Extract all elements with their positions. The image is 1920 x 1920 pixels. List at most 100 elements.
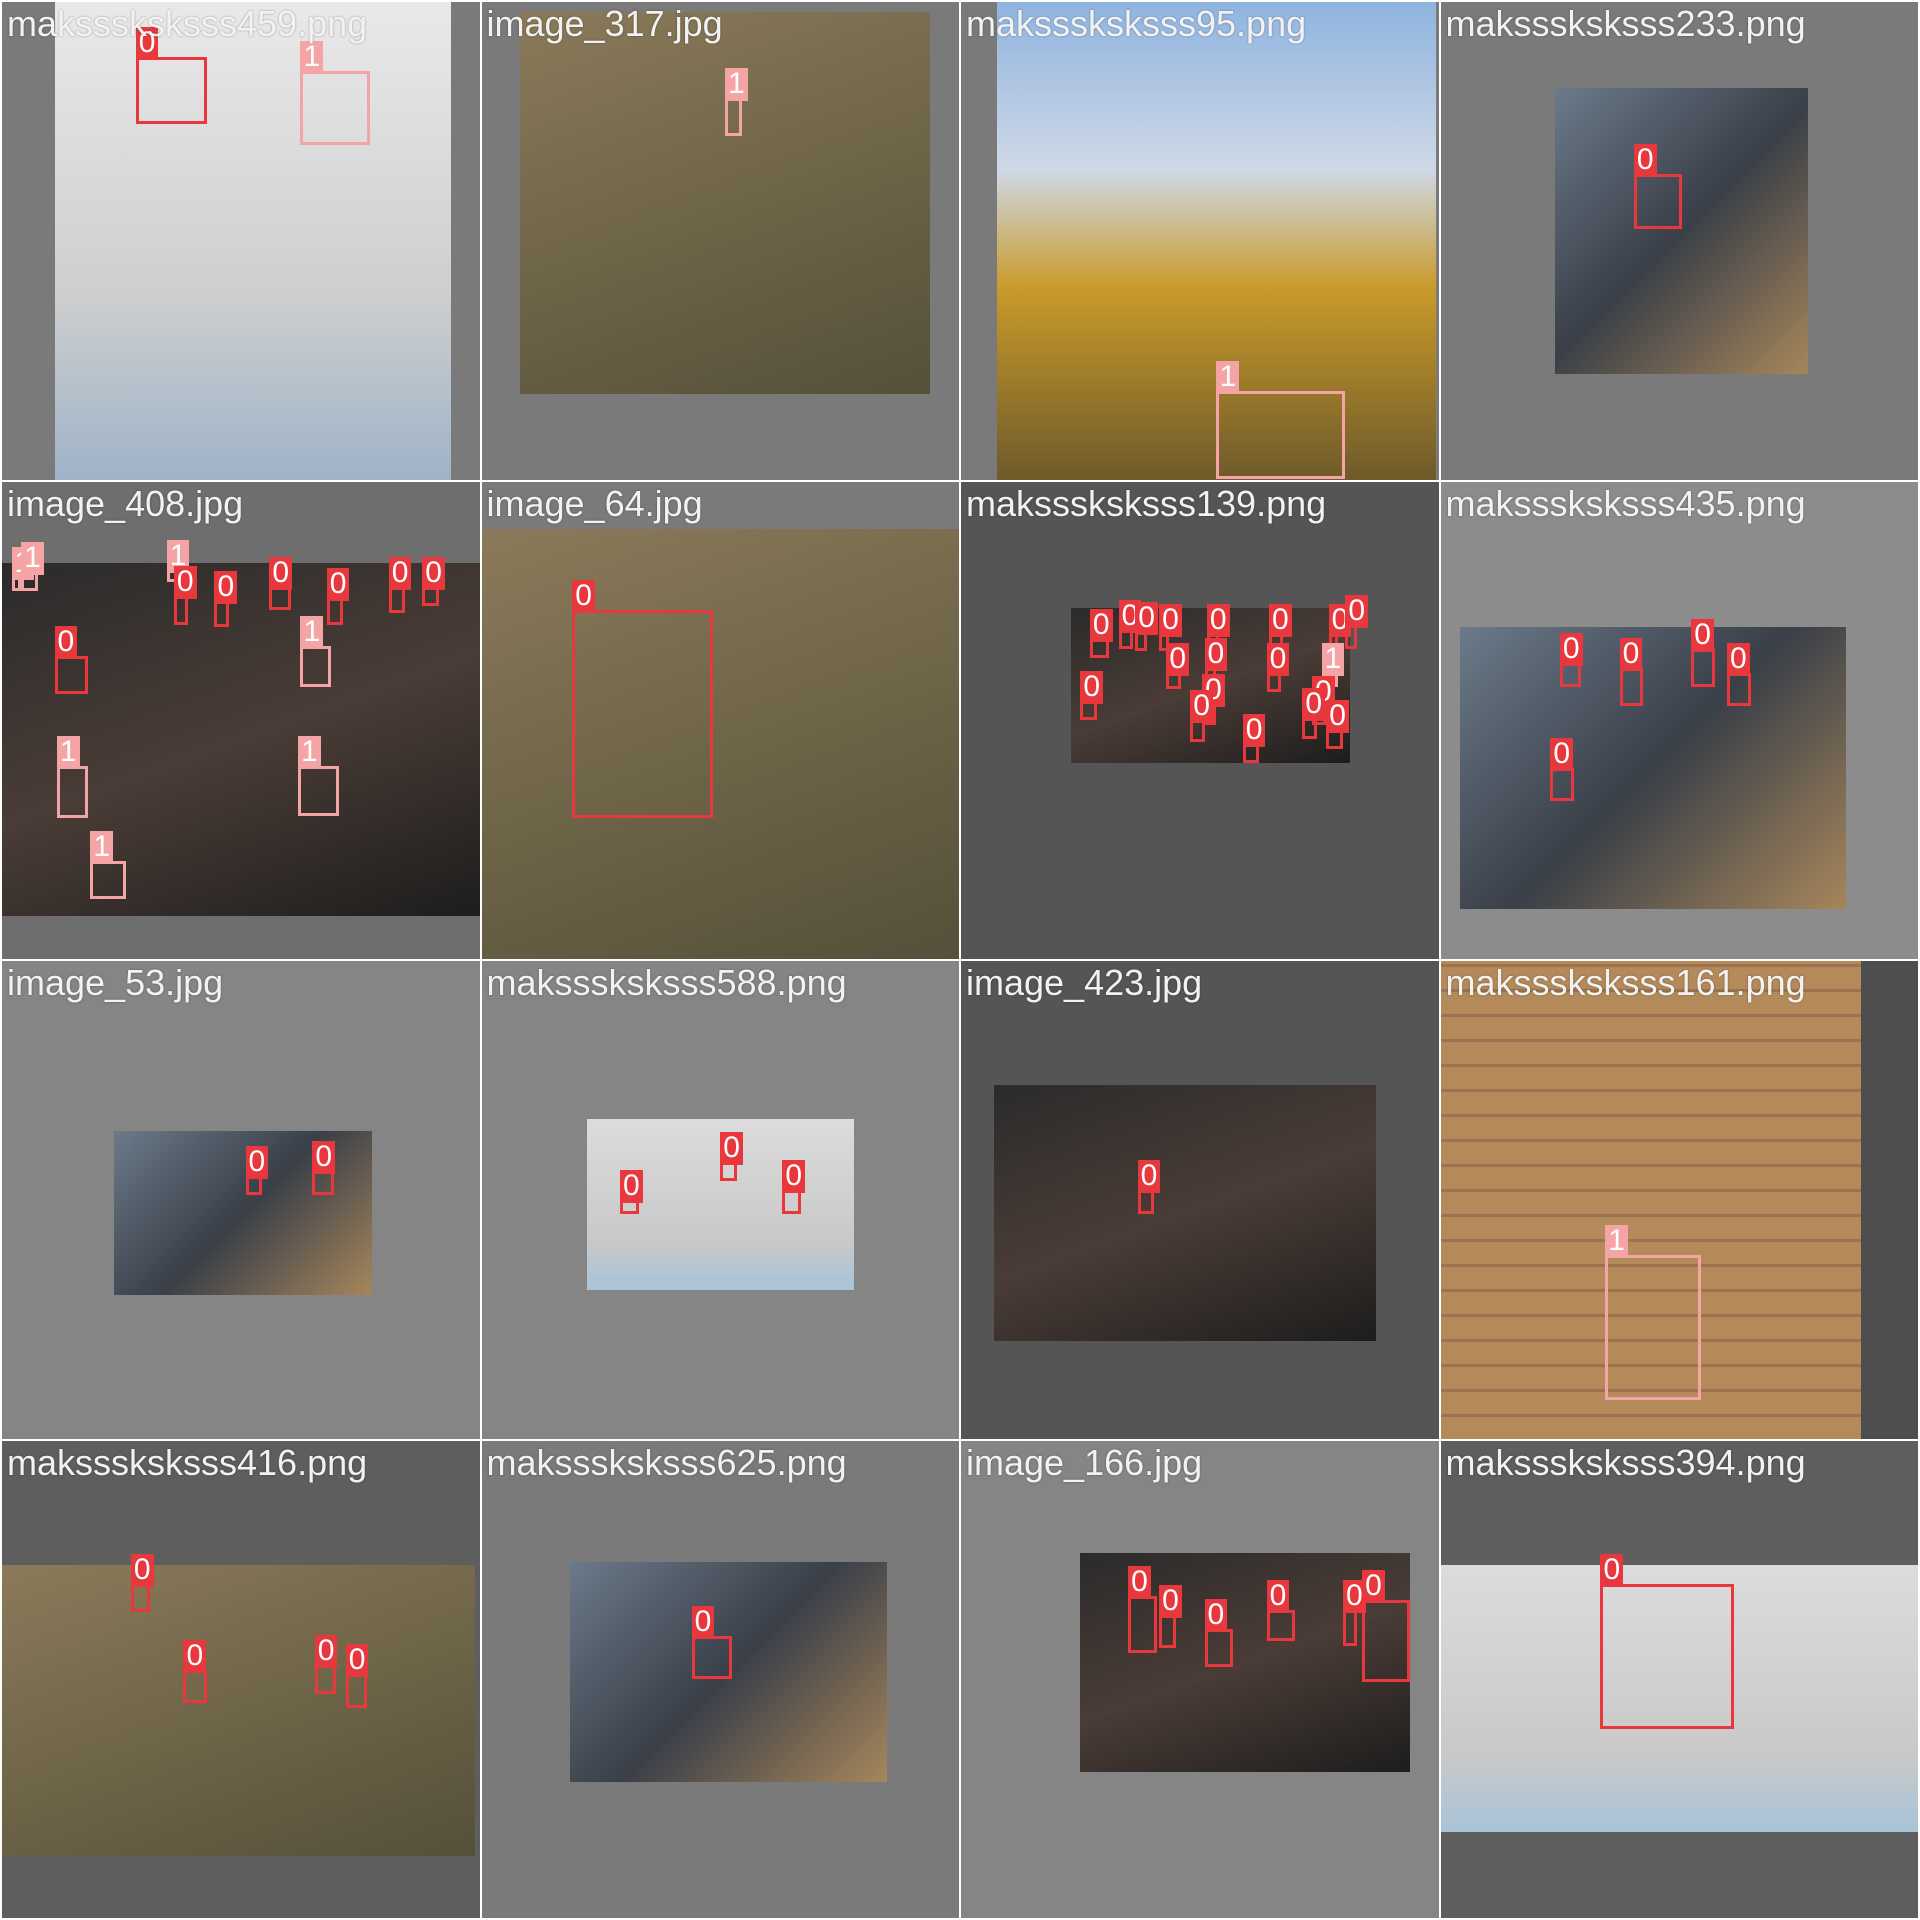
- detection-class-label: 0: [54, 625, 78, 659]
- detection-class-label: 0: [1204, 1599, 1228, 1633]
- detection-class-label: 0: [1266, 1580, 1290, 1613]
- detection-class-label: 0: [1242, 714, 1266, 748]
- detection-class-label: 0: [312, 1141, 336, 1175]
- detection-class-label: 1: [300, 616, 324, 650]
- detection-box-class-0: 0: [1089, 609, 1113, 659]
- detection-class-label: 1: [1605, 1224, 1628, 1258]
- image-filename-caption: image_166.jpg: [966, 1441, 1203, 1483]
- image-filename-caption: maksssksksss459.png: [7, 3, 368, 44]
- detection-box-class-1: 1: [90, 831, 127, 900]
- detection-box-class-0: 0: [720, 1131, 743, 1181]
- sample-photo: [2, 562, 480, 917]
- detection-box-class-1: 1: [300, 616, 332, 687]
- sample-photo: [519, 11, 931, 394]
- image-filename-caption: maksssksksss161.png: [1445, 962, 1806, 1003]
- detection-class-label: 0: [1619, 637, 1643, 671]
- mosaic-tile: 0000000000010000000maksssksksss139.png: [961, 481, 1439, 959]
- mosaic-tile: 0 image_64.jpg: [481, 481, 959, 959]
- sample-photo: [569, 1562, 888, 1782]
- detection-class-label: 0: [345, 1644, 369, 1678]
- detection-box-class-0: 0: [1550, 738, 1575, 802]
- detection-class-label: 1: [166, 539, 190, 573]
- detection-box-class-0: 0: [1691, 618, 1716, 687]
- detection-box-class-0: 0: [1159, 1584, 1182, 1649]
- detection-box-class-0: 0: [1633, 143, 1682, 229]
- detection-box-class-0: 0: [1266, 642, 1290, 692]
- image-filename-caption: maksssksksss394.png: [1445, 1441, 1806, 1483]
- detection-class-label: 0: [1080, 671, 1104, 705]
- detection-class-label: 0: [619, 1169, 643, 1203]
- detection-class-label: 0: [173, 566, 197, 600]
- image-filename-caption: maksssksksss139.png: [966, 482, 1327, 524]
- detection-class-label: 1: [300, 41, 324, 75]
- detection-box-class-0: 0: [135, 26, 208, 124]
- detection-box-class-0: 0: [1190, 690, 1213, 742]
- mosaic-tile: 0 maksssksksss233.png: [1440, 2, 1918, 480]
- detection-box-class-0: 0: [245, 1145, 269, 1195]
- detection-box-class-0: 0: [1118, 599, 1142, 649]
- detection-box-class-0: 0: [1128, 1565, 1157, 1653]
- detection-class-label: 0: [1727, 642, 1750, 676]
- detection-class-label: 0: [1302, 687, 1326, 721]
- detection-class-label: 0: [1204, 637, 1228, 671]
- detection-box-class-0: 0: [388, 556, 412, 613]
- detection-box-class-1: 1: [1216, 361, 1346, 480]
- sample-photo: [481, 529, 959, 959]
- detection-box-class-0: 0: [1345, 594, 1369, 649]
- detection-class-label: 0: [1600, 1553, 1624, 1587]
- detection-box-class-1: 1: [300, 41, 370, 146]
- detection-box-class-0: 0: [1204, 1599, 1234, 1668]
- mosaic-tile: 0 maksssksksss394.png: [1440, 1440, 1918, 1918]
- detection-class-label: 1: [298, 735, 321, 769]
- detection-class-label: 0: [1266, 642, 1290, 676]
- detection-box-class-0: 0: [1266, 1580, 1296, 1642]
- detection-box-class-0: 0: [1302, 687, 1326, 740]
- detection-class-label: 0: [1135, 601, 1158, 635]
- sample-photo: [586, 1118, 854, 1291]
- detection-class-label: 0: [1206, 604, 1230, 638]
- detection-class-label: 0: [720, 1131, 743, 1165]
- detection-class-label: 0: [1559, 632, 1583, 666]
- detection-box-class-0: 0: [269, 556, 293, 611]
- image-filename-caption: maksssksksss233.png: [1445, 3, 1806, 44]
- detection-class-label: 0: [1166, 642, 1189, 676]
- mosaic-tile: 0 1 maksssksksss459.png: [2, 2, 480, 480]
- detection-class-label: 0: [1550, 738, 1573, 771]
- detection-box-class-0: 0: [314, 1634, 338, 1694]
- detection-box-class-0: 0: [130, 1553, 154, 1613]
- detection-class-label: 0: [1691, 618, 1714, 652]
- mosaic-tile: 0 0 0 0 maksssksksss416.png: [2, 1440, 480, 1918]
- detection-box-class-0: 0: [1166, 642, 1189, 690]
- detection-box-class-0: 0: [345, 1644, 369, 1708]
- detection-class-label: 0: [1633, 143, 1657, 177]
- detection-box-class-0: 0: [312, 1141, 336, 1195]
- detection-class-label: 0: [1159, 604, 1182, 638]
- mosaic-tile: 0 image_423.jpg: [961, 961, 1439, 1439]
- detection-class-label: 0: [1343, 1580, 1366, 1613]
- detection-class-label: 0: [314, 1634, 338, 1668]
- image-filename-caption: image_53.jpg: [7, 962, 224, 1003]
- detection-class-label: 1: [1321, 642, 1345, 676]
- sample-photo: [1440, 1564, 1918, 1833]
- detection-class-label: 0: [1345, 594, 1369, 628]
- detection-class-label: 1: [21, 542, 44, 576]
- sample-photo: [1555, 87, 1809, 375]
- detection-box-class-0: 0: [1727, 642, 1751, 706]
- detection-box-class-1: 1: [11, 547, 35, 592]
- detection-class-label: 0: [388, 556, 412, 590]
- detection-class-label: 0: [245, 1145, 269, 1179]
- image-filename-caption: maksssksksss625.png: [486, 1441, 847, 1483]
- detection-box-class-0: 0: [54, 625, 88, 694]
- detection-box-class-0: 0: [1600, 1553, 1735, 1730]
- mosaic-tile: 1 maksssksksss161.png: [1440, 961, 1918, 1439]
- mosaic-tile: 0 0 image_53.jpg: [2, 961, 480, 1439]
- detection-class-label: 0: [214, 570, 238, 604]
- detection-class-label: 0: [130, 1553, 154, 1587]
- sample-photo: [54, 2, 451, 480]
- detection-box-class-0: 0: [1362, 1570, 1410, 1682]
- detection-class-label: 0: [1190, 690, 1213, 724]
- detection-class-label: 1: [56, 735, 80, 769]
- detection-class-label: 0: [1159, 1584, 1182, 1618]
- detection-box-class-0: 0: [1619, 637, 1644, 706]
- detection-class-label: 0: [1128, 1565, 1151, 1599]
